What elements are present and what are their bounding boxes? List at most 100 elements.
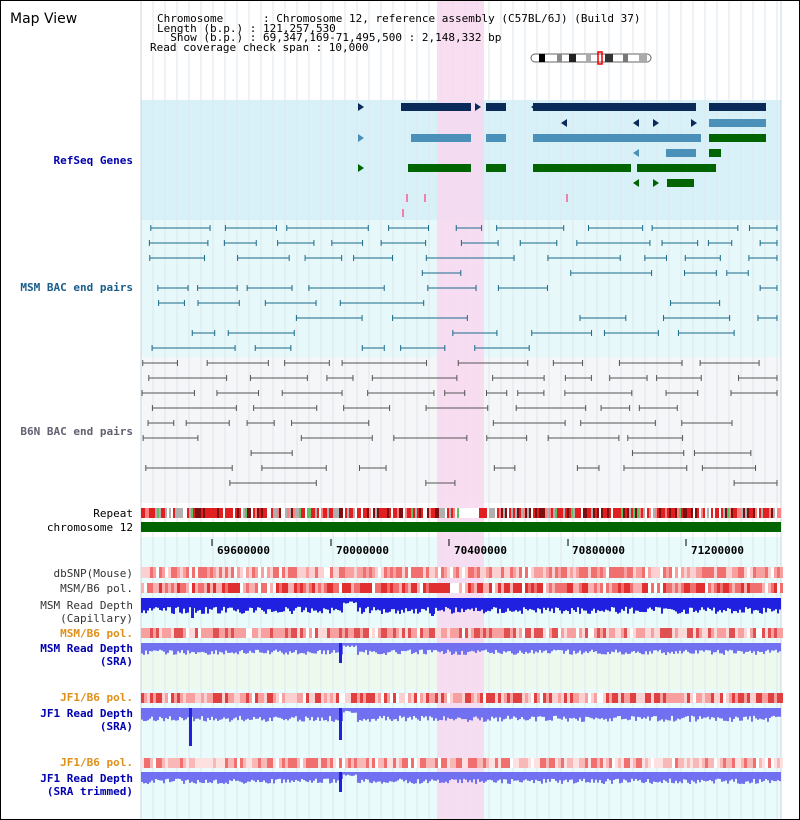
polymorphism-segment (246, 758, 249, 768)
read-depth-bar (577, 643, 579, 653)
repeat-segment (377, 508, 379, 518)
read-depth-bar (191, 772, 193, 782)
read-depth-bar (347, 598, 349, 604)
polymorphism-segment (780, 693, 783, 703)
read-depth-bar (325, 772, 327, 779)
read-depth-bar (661, 772, 663, 784)
polymorphism-segment (579, 758, 582, 768)
read-depth-bar (383, 772, 385, 783)
read-depth-bar (551, 708, 553, 721)
read-depth-bar (381, 772, 383, 784)
read-depth-bar (767, 643, 769, 650)
polymorphism-segment (279, 628, 282, 638)
read-depth-bar (175, 772, 177, 779)
read-depth-bar (403, 598, 405, 613)
repeat-segment (503, 508, 505, 518)
read-depth-bar (749, 708, 751, 717)
polymorphism-segment (378, 693, 381, 703)
polymorphism-segment (162, 693, 165, 703)
read-depth-bar (501, 708, 503, 722)
read-depth-bar (289, 598, 291, 612)
polymorphism-segment (363, 583, 366, 593)
read-depth-bar (303, 772, 305, 781)
small-feature (402, 209, 404, 217)
polymorphism-segment (714, 567, 717, 578)
read-depth-bar (271, 772, 273, 780)
polymorphism-segment (267, 628, 270, 638)
read-depth-bar (467, 708, 469, 722)
polymorphism-segment (513, 583, 516, 593)
read-depth-bar (517, 772, 519, 781)
polymorphism-segment (366, 628, 369, 638)
read-depth-bar (385, 643, 387, 655)
read-depth-bar (615, 708, 617, 718)
read-depth-bar (471, 772, 473, 783)
read-depth-bar (419, 598, 421, 613)
read-depth-bar (659, 772, 661, 782)
read-depth-bar (747, 772, 749, 782)
polymorphism-segment (567, 583, 570, 593)
read-depth-bar (483, 643, 485, 651)
read-depth-bar (455, 643, 457, 652)
polymorphism-segment (498, 567, 501, 578)
read-depth-bar (659, 708, 661, 721)
repeat-segment (231, 508, 233, 518)
polymorphism-segment (486, 628, 489, 638)
read-depth-bar (581, 598, 583, 609)
polymorphism-segment (387, 628, 390, 638)
repeat-segment (201, 508, 203, 518)
polymorphism-segment (696, 567, 699, 578)
polymorphism-segment (714, 693, 717, 703)
polymorphism-segment (375, 758, 378, 768)
polymorphism-segment (525, 758, 528, 768)
polymorphism-segment (531, 758, 534, 768)
read-depth-bar (763, 772, 765, 781)
read-depth-bar (549, 772, 551, 782)
polymorphism-segment (453, 583, 456, 593)
read-depth-bar (661, 598, 663, 614)
polymorphism-segment (216, 583, 219, 593)
polymorphism-segment (342, 583, 345, 593)
repeat-segment (699, 508, 701, 518)
polymorphism-segment (714, 758, 717, 768)
read-depth-bar (511, 643, 513, 654)
read-depth-bar (293, 598, 295, 611)
read-depth-bar (473, 772, 475, 780)
read-depth-bar (647, 708, 649, 717)
read-depth-bar (495, 772, 497, 783)
polymorphism-segment (207, 567, 210, 578)
read-depth-bar (673, 708, 675, 722)
read-depth-bar (209, 708, 211, 720)
repeat-segment (521, 508, 523, 518)
polymorphism-segment (774, 628, 777, 638)
read-depth-bar (707, 643, 709, 651)
read-depth-bar (331, 643, 333, 653)
polymorphism-segment (189, 693, 192, 703)
read-depth-bar (361, 708, 363, 721)
polymorphism-segment (141, 758, 144, 768)
read-depth-bar (697, 598, 699, 613)
small-feature (424, 194, 426, 202)
polymorphism-segment (702, 583, 705, 593)
read-depth-bar (305, 643, 307, 655)
polymorphism-segment (423, 693, 426, 703)
polymorphism-segment (477, 628, 480, 638)
read-depth-bar (181, 598, 183, 614)
repeat-segment (477, 508, 479, 518)
read-depth-bar (283, 643, 285, 655)
read-depth-bar (443, 643, 445, 655)
polymorphism-segment (207, 628, 210, 638)
polymorphism-segment (504, 758, 507, 768)
read-depth-bar (281, 643, 283, 653)
read-depth-bar (719, 772, 721, 779)
polymorphism-segment (630, 758, 633, 768)
gene-block (709, 149, 721, 157)
read-depth-bar (529, 708, 531, 719)
read-depth-bar (251, 708, 253, 720)
polymorphism-segment (159, 628, 162, 638)
repeat-segment (517, 508, 519, 518)
polymorphism-segment (759, 693, 762, 703)
polymorphism-segment (282, 693, 285, 703)
read-depth-bar (215, 643, 217, 651)
